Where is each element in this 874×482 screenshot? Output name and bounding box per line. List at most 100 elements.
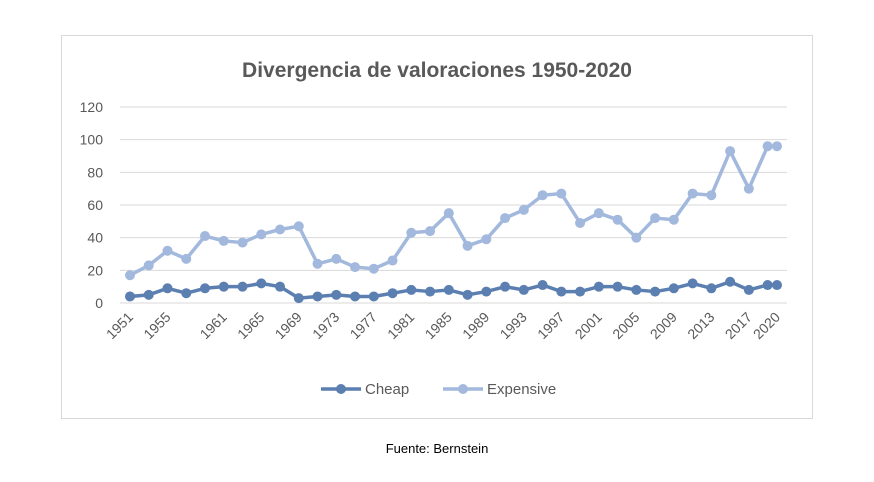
gridlines bbox=[120, 106, 787, 304]
data-point bbox=[772, 280, 782, 291]
x-tick-label: 1989 bbox=[459, 309, 492, 342]
x-tick-label: 1951 bbox=[103, 309, 136, 342]
series-group bbox=[125, 141, 782, 304]
x-axis-ticks: 1951 1955 1961 1965 1969 1973 1977 1981 1985 1989… bbox=[103, 309, 783, 342]
data-point bbox=[237, 281, 248, 292]
data-point bbox=[612, 281, 623, 292]
data-point bbox=[368, 263, 379, 274]
chart-title: Divergencia de valoraciones 1950-2020 bbox=[242, 59, 632, 82]
data-point bbox=[256, 278, 267, 289]
data-point bbox=[293, 293, 304, 304]
data-point bbox=[331, 289, 342, 300]
y-axis-ticks: 0 20 40 60 80 100 120 bbox=[80, 99, 104, 311]
data-point bbox=[143, 289, 154, 300]
data-point bbox=[650, 286, 661, 297]
data-point bbox=[443, 208, 454, 219]
data-point bbox=[631, 232, 642, 243]
data-point bbox=[743, 284, 754, 295]
x-tick-label: 1955 bbox=[140, 309, 173, 342]
data-point bbox=[462, 240, 473, 251]
data-point bbox=[275, 281, 286, 292]
x-tick-label: 1993 bbox=[497, 309, 530, 342]
data-point bbox=[481, 234, 492, 245]
data-point bbox=[200, 231, 211, 242]
x-tick-label: 2001 bbox=[572, 309, 605, 342]
x-tick-label: 1981 bbox=[384, 309, 417, 342]
source-note: Fuente: Bernstein bbox=[385, 441, 489, 456]
x-tick-label: 2020 bbox=[750, 309, 783, 342]
data-point bbox=[181, 253, 192, 264]
x-tick-label: 2013 bbox=[684, 309, 717, 342]
data-point bbox=[575, 217, 586, 228]
series-expensive bbox=[125, 141, 782, 281]
data-point bbox=[772, 141, 782, 152]
data-point bbox=[218, 281, 229, 292]
data-point bbox=[406, 227, 417, 238]
legend-swatch-marker bbox=[336, 384, 346, 394]
legend-label: Cheap bbox=[365, 381, 409, 398]
x-tick-label: 1997 bbox=[534, 309, 567, 342]
data-point bbox=[687, 278, 698, 289]
data-point bbox=[537, 190, 548, 201]
data-point bbox=[368, 291, 379, 302]
chart-frame bbox=[61, 35, 813, 419]
x-tick-label: 1985 bbox=[422, 309, 455, 342]
data-point bbox=[518, 204, 529, 215]
data-point bbox=[125, 270, 135, 281]
x-tick-label: 1973 bbox=[309, 309, 342, 342]
data-point bbox=[425, 226, 436, 237]
data-point bbox=[612, 214, 623, 225]
legend-item-expensive: Expensive bbox=[443, 381, 556, 398]
data-point bbox=[706, 190, 717, 201]
data-point bbox=[256, 229, 267, 240]
data-point bbox=[218, 235, 229, 246]
data-point bbox=[556, 286, 567, 297]
data-point bbox=[593, 208, 604, 219]
series-line bbox=[129, 144, 777, 277]
data-point bbox=[312, 291, 323, 302]
y-tick-label: 0 bbox=[95, 295, 103, 311]
data-point bbox=[537, 280, 548, 291]
data-point bbox=[162, 283, 173, 294]
data-point bbox=[293, 221, 304, 232]
data-point bbox=[481, 286, 492, 297]
data-point bbox=[706, 283, 717, 294]
data-point bbox=[725, 276, 736, 287]
data-point bbox=[162, 245, 173, 256]
data-point bbox=[425, 286, 436, 297]
data-point bbox=[237, 237, 248, 248]
data-point bbox=[743, 183, 754, 194]
data-point bbox=[500, 213, 511, 224]
data-point bbox=[668, 214, 679, 225]
data-point bbox=[631, 284, 642, 295]
data-point bbox=[200, 283, 211, 294]
data-point bbox=[556, 188, 567, 199]
data-point bbox=[443, 284, 454, 295]
data-point bbox=[575, 286, 586, 297]
data-point bbox=[725, 146, 736, 157]
data-point bbox=[350, 262, 361, 273]
data-point bbox=[143, 260, 154, 271]
data-point bbox=[687, 188, 698, 199]
data-point bbox=[387, 255, 398, 266]
x-tick-label: 1977 bbox=[347, 309, 380, 342]
series-cheap bbox=[125, 276, 782, 304]
data-point bbox=[125, 291, 135, 302]
legend-item-cheap: Cheap bbox=[321, 381, 409, 398]
legend-swatch-marker bbox=[458, 384, 468, 394]
data-point bbox=[762, 280, 773, 291]
data-point bbox=[762, 141, 773, 152]
data-point bbox=[650, 213, 661, 224]
y-tick-label: 20 bbox=[87, 262, 103, 278]
data-point bbox=[181, 288, 192, 299]
legend: Cheap Expensive bbox=[321, 381, 556, 398]
data-point bbox=[331, 253, 342, 264]
data-point bbox=[350, 291, 361, 302]
y-tick-label: 80 bbox=[87, 164, 103, 180]
data-point bbox=[593, 281, 604, 292]
x-tick-label: 1969 bbox=[272, 309, 305, 342]
data-point bbox=[668, 283, 679, 294]
y-tick-label: 60 bbox=[87, 197, 103, 213]
x-tick-label: 2005 bbox=[609, 309, 642, 342]
